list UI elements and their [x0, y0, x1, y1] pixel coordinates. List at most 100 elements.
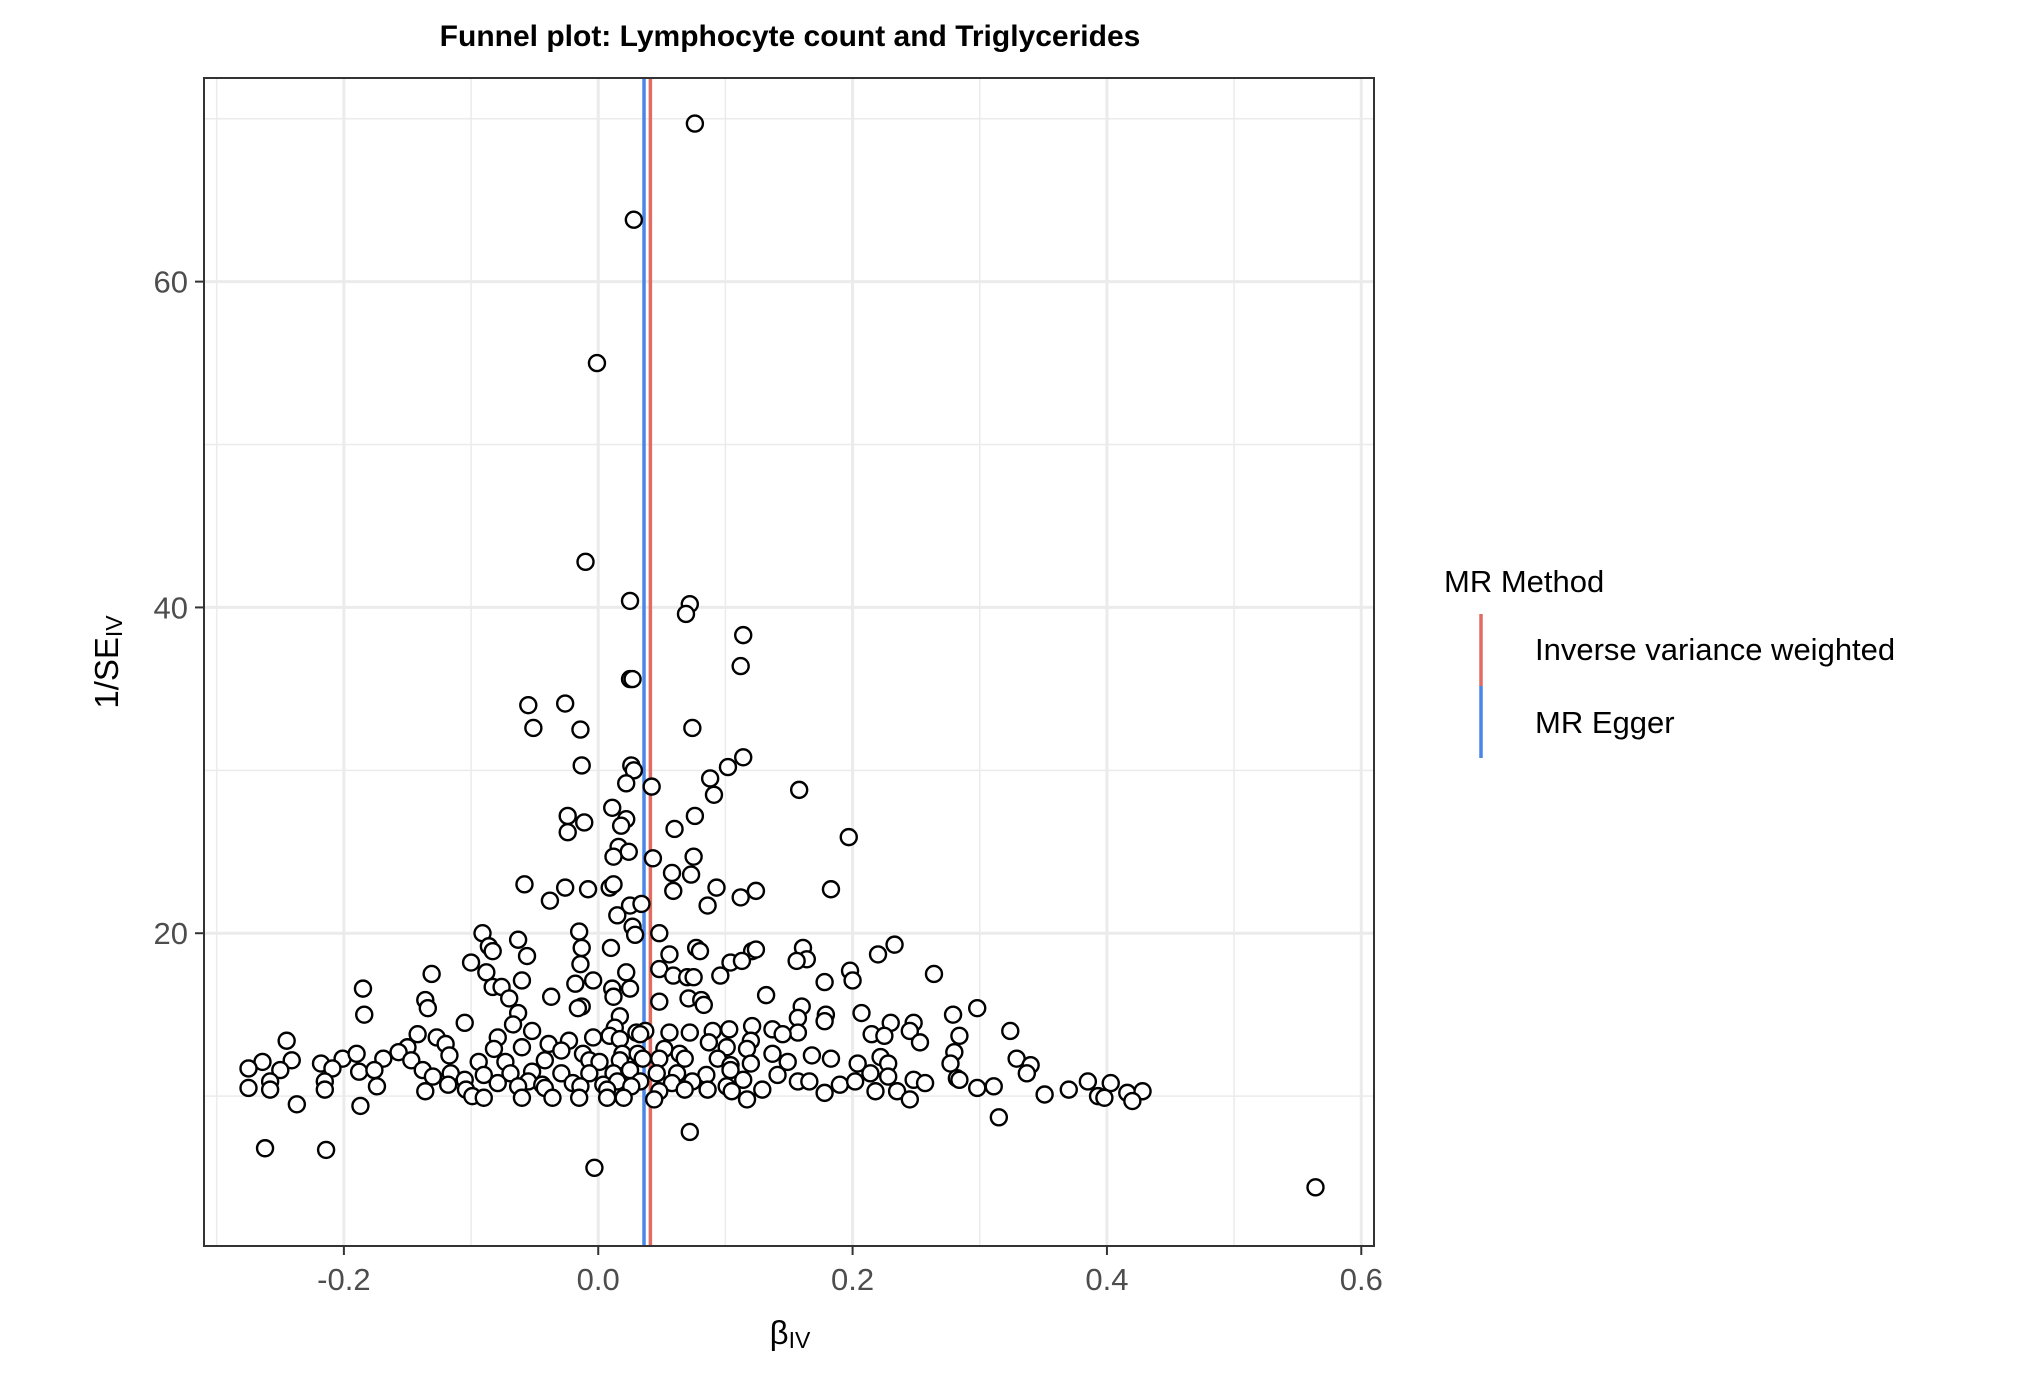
- y-tick-label: 20: [154, 916, 188, 951]
- data-point: [848, 1054, 867, 1073]
- data-point: [815, 1083, 834, 1103]
- data-point: [423, 1067, 443, 1086]
- data-point: [569, 1088, 589, 1107]
- data-point: [815, 1011, 834, 1031]
- legend-title: MR Method: [1444, 564, 1604, 599]
- data-point: [590, 1052, 609, 1072]
- data-point: [731, 656, 750, 676]
- data-point: [768, 1065, 787, 1085]
- data-point: [700, 769, 720, 788]
- data-point: [620, 979, 640, 998]
- y-tick-label: 40: [154, 590, 188, 625]
- panel-border: [203, 77, 1375, 1247]
- data-point: [839, 827, 858, 847]
- data-point: [418, 998, 438, 1018]
- data-point: [984, 1077, 1003, 1096]
- data-point: [541, 987, 561, 1006]
- data-point: [271, 1060, 290, 1080]
- data-point: [1078, 1072, 1098, 1091]
- y-axis-title: 1/SEIV: [88, 615, 127, 709]
- data-point: [734, 1070, 753, 1090]
- data-point: [438, 1075, 458, 1094]
- data-point: [558, 823, 577, 842]
- data-point: [572, 756, 591, 775]
- data-point: [488, 1073, 507, 1093]
- data-point: [950, 1026, 969, 1046]
- data-point: [519, 695, 538, 715]
- data-point: [277, 1031, 296, 1050]
- data-point: [878, 1067, 898, 1086]
- data-point: [843, 971, 862, 990]
- data-point: [650, 992, 669, 1011]
- data-point: [555, 694, 575, 713]
- data-point: [349, 1062, 369, 1081]
- data-point: [866, 1082, 885, 1101]
- data-point: [1101, 1073, 1120, 1093]
- data-point: [558, 806, 577, 826]
- data-point: [578, 880, 598, 899]
- x-tick-label: 0.4: [1085, 1262, 1128, 1297]
- data-point: [821, 880, 841, 899]
- data-points: [239, 114, 1325, 1197]
- data-point: [675, 1080, 694, 1099]
- data-point: [617, 774, 636, 793]
- data-point: [800, 1072, 819, 1091]
- data-point: [720, 1020, 739, 1039]
- data-point: [604, 847, 623, 866]
- data-point: [571, 720, 590, 739]
- data-point: [681, 865, 701, 884]
- data-point: [555, 878, 575, 897]
- data-point: [698, 896, 717, 915]
- data-point: [316, 1140, 336, 1160]
- data-point: [484, 1039, 504, 1059]
- data-point: [461, 953, 481, 972]
- data-point: [1035, 1085, 1054, 1104]
- data-point: [789, 780, 809, 800]
- data-point: [887, 1082, 907, 1101]
- data-point: [968, 998, 987, 1018]
- x-tick-label: 0.0: [577, 1262, 620, 1297]
- data-point: [416, 1082, 435, 1101]
- data-point: [583, 1028, 603, 1047]
- data-point: [239, 1059, 258, 1078]
- data-point: [778, 1052, 797, 1072]
- legend-label-mr-egger: MR Egger: [1535, 705, 1675, 740]
- data-point: [255, 1139, 275, 1158]
- data-point: [734, 748, 753, 767]
- data-point: [1095, 1088, 1114, 1107]
- data-point: [787, 951, 806, 971]
- data-point: [515, 875, 534, 894]
- data-point: [483, 941, 502, 961]
- data-point: [477, 963, 496, 982]
- data-point: [989, 1108, 1009, 1127]
- data-point: [731, 888, 750, 907]
- data-point: [662, 863, 682, 883]
- data-point: [608, 906, 627, 925]
- data-point: [675, 1049, 694, 1068]
- data-point: [617, 963, 636, 982]
- data-point: [569, 922, 589, 941]
- data-point: [924, 964, 944, 984]
- data-point: [690, 941, 710, 961]
- data-point: [587, 353, 607, 373]
- data-point: [704, 785, 724, 804]
- data-point: [572, 938, 591, 958]
- data-point: [650, 924, 669, 943]
- data-point: [830, 1075, 850, 1094]
- data-point: [756, 985, 776, 1005]
- data-point: [535, 1051, 555, 1070]
- data-point: [642, 777, 661, 796]
- data-point: [660, 1023, 679, 1042]
- data-point: [707, 878, 726, 897]
- plot-panel: [203, 77, 1375, 1247]
- data-point: [597, 1088, 617, 1107]
- data-point: [875, 1026, 894, 1046]
- data-point: [455, 1013, 474, 1033]
- data-point: [643, 849, 663, 868]
- data-point: [737, 1090, 757, 1109]
- data-point: [680, 1122, 700, 1142]
- legend-label-ivw: Inverse variance weighted: [1535, 632, 1895, 667]
- data-point: [915, 1073, 935, 1093]
- data-point: [508, 930, 528, 949]
